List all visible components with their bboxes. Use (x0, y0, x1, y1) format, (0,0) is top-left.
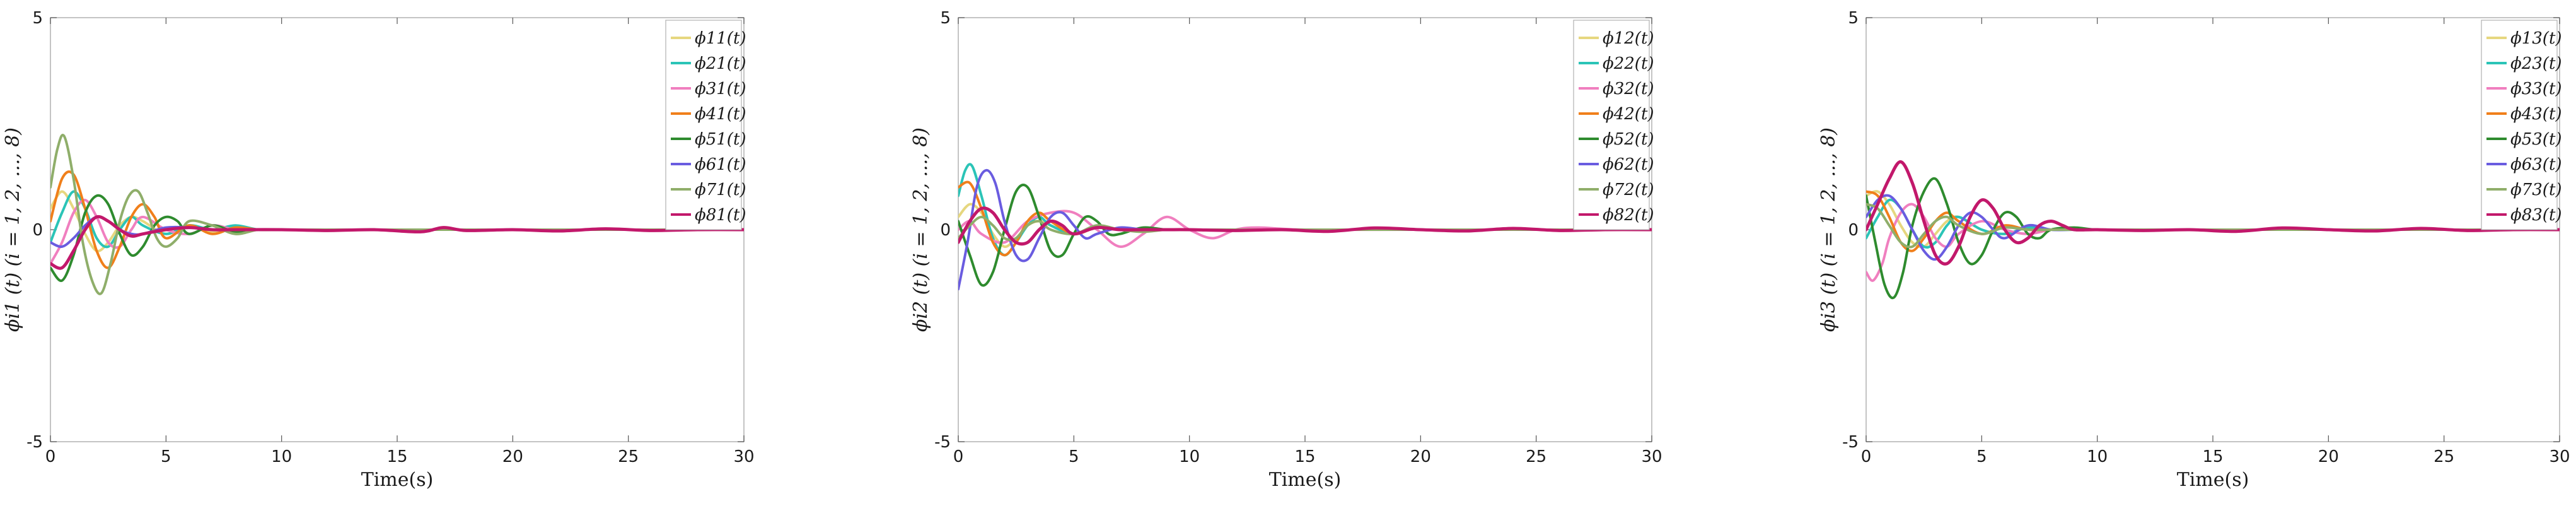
x-tick-label: 20 (502, 447, 523, 466)
series-line-8 (50, 215, 744, 270)
legend-label-5: ϕ51(t) (695, 130, 746, 149)
series-line-7 (50, 134, 744, 295)
y-axis-label: ϕi2 (t) (i = 1, 2, ..., 8) (910, 127, 932, 332)
legend-label-2: ϕ21(t) (695, 54, 746, 73)
legend-label-4: ϕ42(t) (1603, 105, 1654, 124)
legend-box (665, 20, 742, 230)
y-tick-label: 5 (32, 9, 43, 28)
legend: ϕ13(t) ϕ23(t) ϕ33(t) ϕ43(t) ϕ53(t) ϕ63(t) ϕ73(… (2481, 20, 2562, 230)
x-tick-label: 0 (1861, 447, 1872, 466)
legend-label-7: ϕ71(t) (695, 180, 746, 199)
series-line-8 (958, 206, 1652, 246)
legend-label-8: ϕ82(t) (1603, 206, 1654, 225)
series-group (50, 134, 744, 295)
legend-label-2: ϕ23(t) (2510, 54, 2562, 73)
legend-label-5: ϕ53(t) (2510, 130, 2562, 149)
legend-label-1: ϕ12(t) (1603, 29, 1654, 48)
x-axis-label: Time(s) (2177, 469, 2249, 491)
x-tick-label: 30 (2549, 447, 2570, 466)
legend-label-1: ϕ11(t) (695, 29, 746, 48)
legend-label-1: ϕ13(t) (2510, 29, 2562, 48)
y-axis-label: ϕi3 (t) (i = 1, 2, ..., 8) (1818, 127, 1840, 332)
legend-label-3: ϕ33(t) (2510, 80, 2562, 98)
legend-label-3: ϕ32(t) (1603, 80, 1654, 98)
y-tick-label: 0 (32, 221, 43, 240)
legend-label-7: ϕ73(t) (2510, 180, 2562, 199)
series-group (958, 163, 1652, 291)
x-tick-label: 20 (1410, 447, 1431, 466)
x-tick-label: 25 (618, 447, 639, 466)
series-line-8 (1866, 160, 2560, 266)
y-tick-label: 0 (1848, 221, 1859, 240)
legend-label-6: ϕ62(t) (1603, 155, 1654, 174)
x-tick-label: 0 (45, 447, 56, 466)
x-tick-label: 25 (2434, 447, 2454, 466)
x-tick-label: 25 (1526, 447, 1546, 466)
x-tick-label: 20 (2318, 447, 2339, 466)
legend: ϕ12(t) ϕ22(t) ϕ32(t) ϕ42(t) ϕ52(t) ϕ62(t) ϕ72(… (1573, 20, 1654, 230)
legend-label-2: ϕ22(t) (1603, 54, 1654, 73)
y-tick-label: -5 (26, 433, 43, 452)
legend-label-8: ϕ83(t) (2510, 206, 2562, 225)
legend-label-4: ϕ43(t) (2510, 105, 2562, 124)
y-tick-label: 0 (940, 221, 951, 240)
x-tick-label: 30 (733, 447, 754, 466)
legend-label-8: ϕ81(t) (695, 206, 746, 225)
y-tick-label: 5 (1848, 9, 1859, 28)
legend-label-3: ϕ31(t) (695, 80, 746, 98)
x-tick-label: 15 (386, 447, 407, 466)
legend-label-5: ϕ52(t) (1603, 130, 1654, 149)
x-tick-label: 5 (1069, 447, 1079, 466)
legend-label-7: ϕ72(t) (1603, 180, 1654, 199)
legend-label-6: ϕ61(t) (695, 155, 746, 174)
x-tick-label: 15 (2202, 447, 2223, 466)
legend: ϕ11(t) ϕ21(t) ϕ31(t) ϕ41(t) ϕ51(t) ϕ61(t) ϕ71(… (665, 20, 746, 230)
x-tick-label: 5 (1976, 447, 1987, 466)
x-axis-label: Time(s) (361, 469, 434, 491)
x-axis-label: Time(s) (1269, 469, 1342, 491)
x-tick-label: 10 (271, 447, 292, 466)
x-tick-label: 0 (953, 447, 964, 466)
x-tick-label: 10 (2087, 447, 2108, 466)
series-group (1866, 160, 2560, 300)
legend-box (2481, 20, 2558, 230)
x-tick-label: 5 (161, 447, 171, 466)
y-tick-label: -5 (934, 433, 951, 452)
y-tick-label: -5 (1842, 433, 1859, 452)
legend-box (1573, 20, 1650, 230)
x-tick-label: 10 (1179, 447, 1200, 466)
legend-label-4: ϕ41(t) (695, 105, 746, 124)
x-tick-label: 15 (1294, 447, 1315, 466)
x-tick-label: 30 (1641, 447, 1662, 466)
y-axis-label: ϕi1 (t) (i = 1, 2, ..., 8) (2, 127, 24, 332)
y-tick-label: 5 (940, 9, 951, 28)
legend-label-6: ϕ63(t) (2510, 155, 2562, 174)
